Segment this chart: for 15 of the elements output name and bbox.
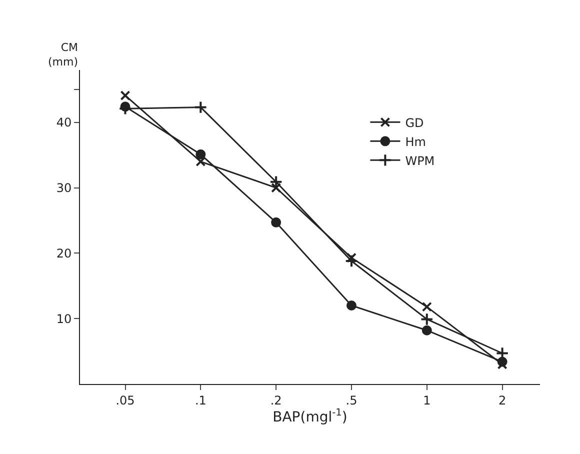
x-tick-label: .2 [270,393,282,408]
legend-label: Hm [405,134,426,149]
y-tick-label: 30 [56,180,72,195]
legend-label: GD [405,116,424,130]
x-tick-label: .05 [116,393,135,408]
x-axis-title: BAP(mgl$^{-1}$) [272,407,348,426]
x-tick-label: 2 [498,393,506,408]
y-tick-label: 20 [56,246,72,260]
y-axis-title: CM (mm) [48,41,78,68]
legend-label: WPM [405,154,435,168]
y-tick-label: 10 [56,312,72,326]
x-tick-label: .1 [194,393,206,408]
y-tick-label: 40 [56,116,72,130]
x-tick-label: 1 [423,393,431,408]
x-tick-label: .5 [346,393,358,408]
